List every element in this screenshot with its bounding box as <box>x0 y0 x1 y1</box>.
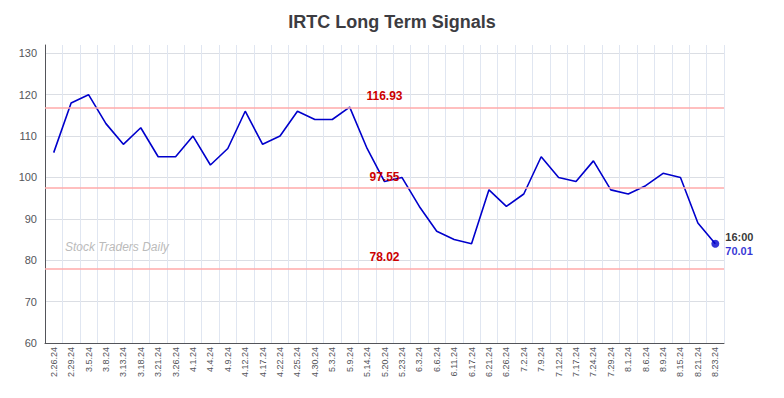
svg-text:2.29.24: 2.29.24 <box>66 347 76 377</box>
svg-text:5.14.24: 5.14.24 <box>362 347 372 377</box>
svg-text:4.1.24: 4.1.24 <box>188 347 198 372</box>
svg-text:60: 60 <box>25 337 37 349</box>
svg-text:78.02: 78.02 <box>369 250 399 264</box>
svg-text:4.4.24: 4.4.24 <box>205 347 215 372</box>
svg-text:5.20.24: 5.20.24 <box>380 347 390 377</box>
svg-text:80: 80 <box>25 254 37 266</box>
svg-text:8.1.24: 8.1.24 <box>623 347 633 372</box>
svg-text:Stock Traders Daily: Stock Traders Daily <box>65 240 170 254</box>
svg-text:7.29.24: 7.29.24 <box>606 347 616 377</box>
svg-text:16:00: 16:00 <box>725 231 753 243</box>
svg-text:116.93: 116.93 <box>366 89 402 103</box>
svg-text:90: 90 <box>25 213 37 225</box>
svg-text:5.23.24: 5.23.24 <box>397 347 407 377</box>
svg-text:3.18.24: 3.18.24 <box>136 347 146 377</box>
svg-text:8.23.24: 8.23.24 <box>710 347 720 377</box>
svg-text:4.22.24: 4.22.24 <box>275 347 285 377</box>
svg-text:120: 120 <box>19 89 37 101</box>
svg-text:7.17.24: 7.17.24 <box>571 347 581 377</box>
svg-text:7.24.24: 7.24.24 <box>588 347 598 377</box>
svg-text:3.8.24: 3.8.24 <box>101 347 111 372</box>
svg-text:4.25.24: 4.25.24 <box>292 347 302 377</box>
svg-text:70.01: 70.01 <box>725 245 753 257</box>
svg-text:8.21.24: 8.21.24 <box>693 347 703 377</box>
svg-text:2.26.24: 2.26.24 <box>49 347 59 377</box>
svg-text:8.6.24: 8.6.24 <box>641 347 651 372</box>
svg-text:70: 70 <box>25 296 37 308</box>
svg-text:110: 110 <box>19 130 37 142</box>
svg-text:8.9.24: 8.9.24 <box>658 347 668 372</box>
svg-text:6.26.24: 6.26.24 <box>501 347 511 377</box>
svg-text:3.5.24: 3.5.24 <box>84 347 94 372</box>
svg-text:130: 130 <box>19 47 37 59</box>
svg-text:6.6.24: 6.6.24 <box>432 347 442 372</box>
svg-text:5.3.24: 5.3.24 <box>327 347 337 372</box>
svg-text:4.12.24: 4.12.24 <box>240 347 250 377</box>
svg-text:6.21.24: 6.21.24 <box>484 347 494 377</box>
svg-text:100: 100 <box>19 171 37 183</box>
svg-text:3.21.24: 3.21.24 <box>153 347 163 377</box>
svg-text:4.9.24: 4.9.24 <box>223 347 233 372</box>
svg-text:97.55: 97.55 <box>369 170 399 184</box>
svg-text:4.30.24: 4.30.24 <box>310 347 320 377</box>
svg-text:7.12.24: 7.12.24 <box>554 347 564 377</box>
svg-text:8.15.24: 8.15.24 <box>675 347 685 377</box>
svg-text:6.17.24: 6.17.24 <box>467 347 477 377</box>
svg-text:5.9.24: 5.9.24 <box>345 347 355 372</box>
svg-text:IRTC Long Term Signals: IRTC Long Term Signals <box>288 12 496 32</box>
svg-text:7.2.24: 7.2.24 <box>519 347 529 372</box>
svg-text:3.26.24: 3.26.24 <box>171 347 181 377</box>
svg-text:3.13.24: 3.13.24 <box>118 347 128 377</box>
svg-text:6.3.24: 6.3.24 <box>414 347 424 372</box>
svg-text:7.9.24: 7.9.24 <box>536 347 546 372</box>
svg-text:4.17.24: 4.17.24 <box>258 347 268 377</box>
svg-text:6.11.24: 6.11.24 <box>449 347 459 376</box>
